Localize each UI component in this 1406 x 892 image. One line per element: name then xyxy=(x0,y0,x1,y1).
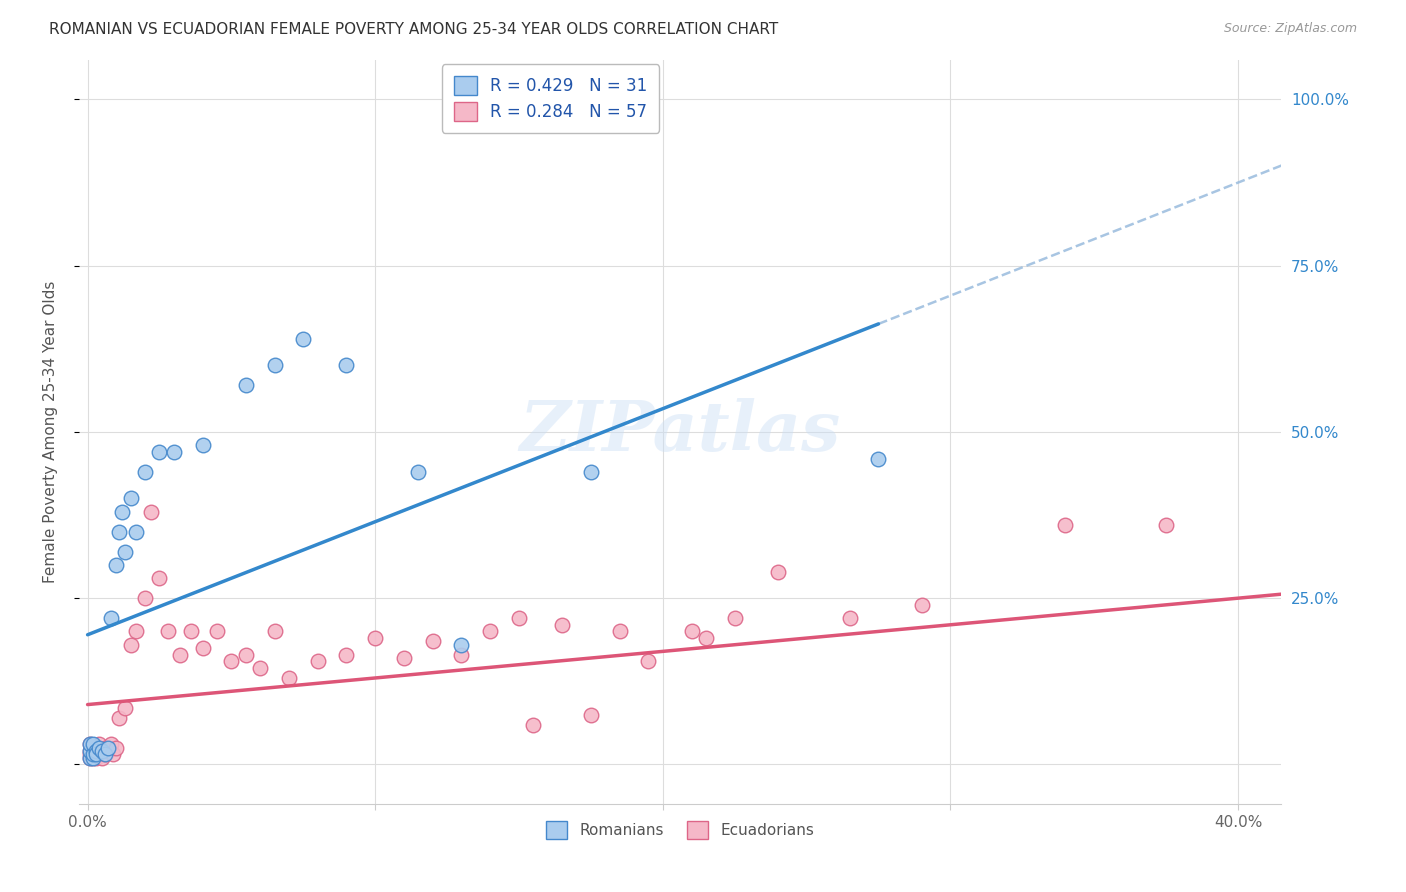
Point xyxy=(108,711,131,725)
Point xyxy=(82,747,104,762)
Point xyxy=(125,624,148,639)
Point xyxy=(263,624,285,639)
Point xyxy=(169,648,191,662)
Point xyxy=(148,571,170,585)
Point xyxy=(91,744,114,758)
Point xyxy=(479,624,502,639)
Y-axis label: Female Poverty Among 25-34 Year Olds: Female Poverty Among 25-34 Year Olds xyxy=(44,281,58,583)
Point xyxy=(103,747,125,762)
Point xyxy=(335,359,357,373)
Point xyxy=(105,740,128,755)
Point xyxy=(79,747,101,762)
Point xyxy=(79,751,101,765)
Point xyxy=(163,445,186,459)
Point xyxy=(79,738,101,752)
Point xyxy=(408,465,430,479)
Legend: Romanians, Ecuadorians: Romanians, Ecuadorians xyxy=(540,815,820,845)
Point xyxy=(79,738,101,752)
Point xyxy=(838,611,860,625)
Point xyxy=(97,740,120,755)
Point xyxy=(249,661,271,675)
Point xyxy=(579,707,602,722)
Point xyxy=(139,505,162,519)
Point xyxy=(100,738,122,752)
Point xyxy=(180,624,202,639)
Point xyxy=(108,524,131,539)
Point xyxy=(79,744,101,758)
Point xyxy=(100,611,122,625)
Point xyxy=(277,671,299,685)
Point xyxy=(82,740,104,755)
Point xyxy=(766,565,789,579)
Point xyxy=(79,744,101,758)
Point xyxy=(1054,518,1077,533)
Point xyxy=(235,648,257,662)
Point xyxy=(422,634,444,648)
Point xyxy=(94,747,117,762)
Point xyxy=(522,717,544,731)
Text: ROMANIAN VS ECUADORIAN FEMALE POVERTY AMONG 25-34 YEAR OLDS CORRELATION CHART: ROMANIAN VS ECUADORIAN FEMALE POVERTY AM… xyxy=(49,22,779,37)
Point xyxy=(84,747,107,762)
Point xyxy=(84,744,107,758)
Point xyxy=(609,624,631,639)
Point xyxy=(335,648,357,662)
Point xyxy=(235,378,257,392)
Point xyxy=(148,445,170,459)
Point xyxy=(307,654,329,668)
Text: ZIPatlas: ZIPatlas xyxy=(519,398,841,466)
Point xyxy=(82,738,104,752)
Point xyxy=(221,654,243,668)
Point xyxy=(87,738,110,752)
Point xyxy=(724,611,747,625)
Point xyxy=(120,638,142,652)
Point xyxy=(157,624,180,639)
Point xyxy=(134,465,156,479)
Point xyxy=(125,524,148,539)
Point xyxy=(292,332,315,346)
Point xyxy=(637,654,659,668)
Point xyxy=(91,744,114,758)
Point xyxy=(205,624,228,639)
Point xyxy=(695,631,717,645)
Point xyxy=(1154,518,1177,533)
Point xyxy=(97,744,120,758)
Point xyxy=(114,701,136,715)
Point xyxy=(82,751,104,765)
Point xyxy=(191,438,214,452)
Point xyxy=(868,451,890,466)
Point xyxy=(551,617,574,632)
Point xyxy=(450,638,472,652)
Point xyxy=(105,558,128,572)
Point xyxy=(114,544,136,558)
Point xyxy=(111,505,134,519)
Point xyxy=(84,744,107,758)
Point xyxy=(508,611,530,625)
Point xyxy=(94,747,117,762)
Point xyxy=(82,751,104,765)
Point xyxy=(84,751,107,765)
Point xyxy=(579,465,602,479)
Point xyxy=(681,624,703,639)
Point xyxy=(263,359,285,373)
Point xyxy=(392,651,415,665)
Point xyxy=(134,591,156,606)
Point xyxy=(910,598,932,612)
Point xyxy=(91,751,114,765)
Point xyxy=(191,641,214,656)
Point xyxy=(79,751,101,765)
Point xyxy=(450,648,472,662)
Point xyxy=(87,740,110,755)
Point xyxy=(364,631,387,645)
Text: Source: ZipAtlas.com: Source: ZipAtlas.com xyxy=(1223,22,1357,36)
Point xyxy=(94,740,117,755)
Point xyxy=(120,491,142,506)
Point xyxy=(82,747,104,762)
Point xyxy=(87,747,110,762)
